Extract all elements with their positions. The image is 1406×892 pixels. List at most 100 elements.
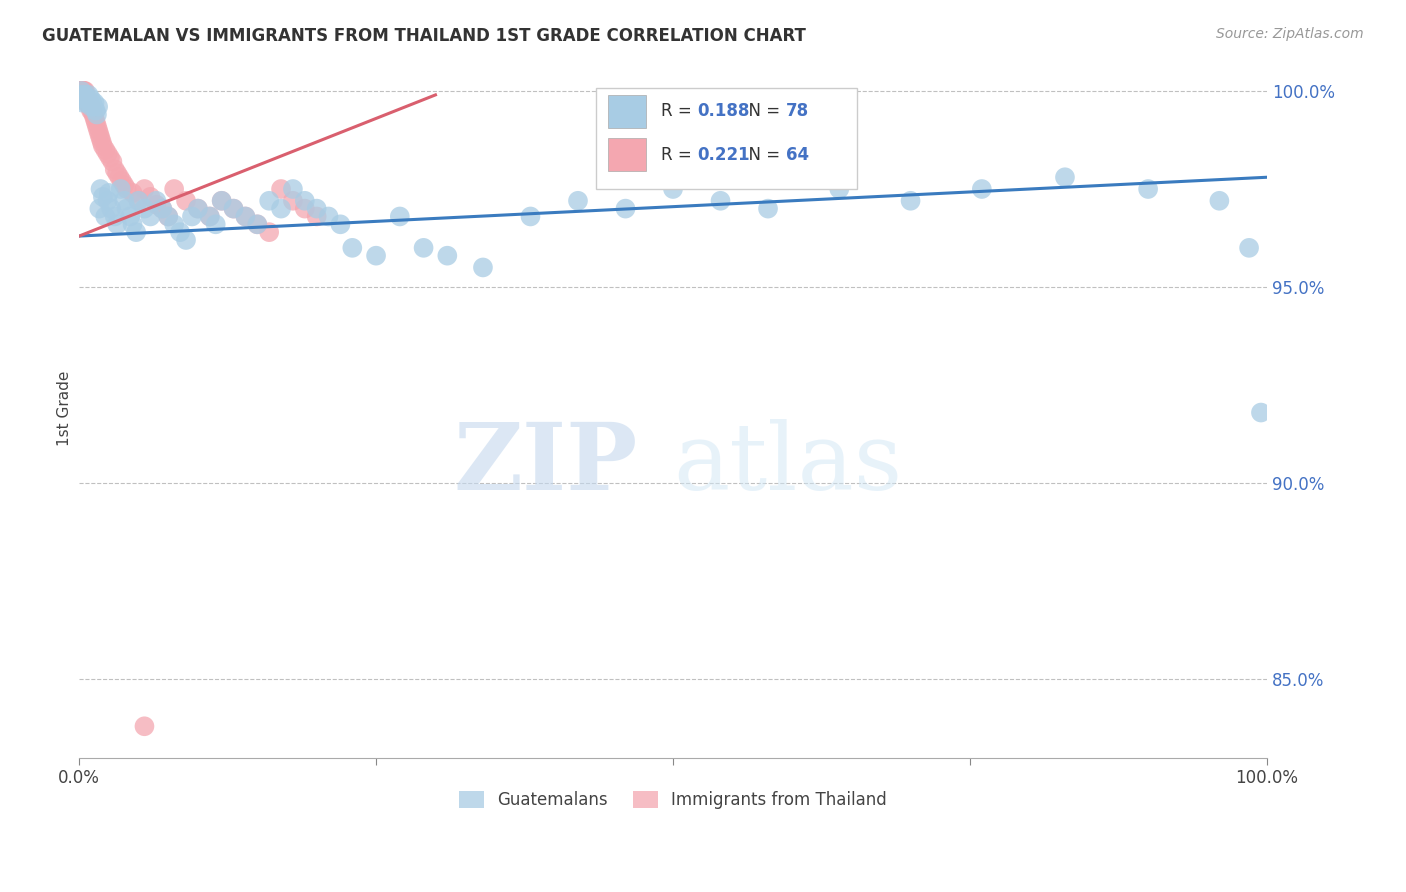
Point xyxy=(115,202,138,216)
Point xyxy=(222,202,245,216)
Point xyxy=(97,194,120,208)
Point xyxy=(329,217,352,231)
Point xyxy=(134,182,156,196)
Point xyxy=(174,233,197,247)
Point xyxy=(76,92,98,106)
Point xyxy=(94,143,117,157)
Point xyxy=(318,210,340,224)
Point xyxy=(187,202,209,216)
Point xyxy=(80,92,103,106)
Point xyxy=(204,217,226,231)
Point xyxy=(169,225,191,239)
Point xyxy=(89,202,111,216)
Point xyxy=(709,194,731,208)
Point xyxy=(82,95,104,110)
Point xyxy=(145,197,167,211)
Point xyxy=(567,194,589,208)
Point xyxy=(111,174,134,188)
Point xyxy=(305,210,328,224)
Point xyxy=(120,210,142,224)
Point xyxy=(246,217,269,231)
Point xyxy=(75,87,97,102)
Point xyxy=(73,84,96,98)
Point xyxy=(235,210,257,224)
Point xyxy=(364,249,387,263)
FancyBboxPatch shape xyxy=(607,95,645,128)
Point xyxy=(235,210,257,224)
Point xyxy=(86,120,108,134)
Point xyxy=(128,194,150,208)
Text: 64: 64 xyxy=(786,145,808,163)
Point xyxy=(128,194,150,208)
Text: atlas: atlas xyxy=(673,419,903,509)
Point xyxy=(134,202,156,216)
Text: GUATEMALAN VS IMMIGRANTS FROM THAILAND 1ST GRADE CORRELATION CHART: GUATEMALAN VS IMMIGRANTS FROM THAILAND 1… xyxy=(42,27,806,45)
Point xyxy=(134,719,156,733)
Point xyxy=(1237,241,1260,255)
Point xyxy=(1137,182,1160,196)
Point xyxy=(75,95,97,110)
Point xyxy=(70,84,93,98)
Point xyxy=(198,210,221,224)
Point xyxy=(121,186,143,200)
Point xyxy=(76,95,98,110)
Point xyxy=(89,131,111,145)
Point xyxy=(77,87,100,102)
Point xyxy=(69,87,91,102)
Point xyxy=(305,202,328,216)
Point xyxy=(294,202,316,216)
Text: 0.188: 0.188 xyxy=(697,103,749,120)
Point xyxy=(80,100,103,114)
Point xyxy=(112,178,135,193)
Point xyxy=(270,182,292,196)
Point xyxy=(84,115,107,129)
Point xyxy=(157,210,180,224)
Text: ZIP: ZIP xyxy=(453,419,637,509)
Point xyxy=(110,182,132,196)
Point xyxy=(756,202,779,216)
Point xyxy=(82,103,104,118)
Point xyxy=(163,217,186,231)
Point xyxy=(108,170,131,185)
Point xyxy=(150,202,173,216)
Point xyxy=(77,95,100,110)
FancyBboxPatch shape xyxy=(607,137,645,171)
Text: R =: R = xyxy=(661,145,697,163)
Point xyxy=(157,210,180,224)
FancyBboxPatch shape xyxy=(596,87,858,189)
Point xyxy=(270,202,292,216)
Point xyxy=(72,84,94,98)
Text: 0.221: 0.221 xyxy=(697,145,749,163)
Point xyxy=(139,210,162,224)
Point xyxy=(174,194,197,208)
Point xyxy=(83,112,105,126)
Point xyxy=(70,84,93,98)
Point xyxy=(662,182,685,196)
Point xyxy=(84,103,107,118)
Point xyxy=(69,84,91,98)
Point xyxy=(87,123,110,137)
Point xyxy=(150,202,173,216)
Point xyxy=(75,92,97,106)
Point xyxy=(70,84,93,98)
Text: 78: 78 xyxy=(786,103,808,120)
Point xyxy=(900,194,922,208)
Point xyxy=(257,194,280,208)
Point xyxy=(91,139,114,153)
Point xyxy=(87,100,110,114)
Point xyxy=(73,92,96,106)
Point xyxy=(76,92,98,106)
Point xyxy=(70,84,93,98)
Text: R =: R = xyxy=(661,103,697,120)
Text: N =: N = xyxy=(738,103,786,120)
Point xyxy=(97,186,120,200)
Point xyxy=(77,95,100,110)
Point xyxy=(101,154,124,169)
Point xyxy=(104,162,127,177)
Legend: Guatemalans, Immigrants from Thailand: Guatemalans, Immigrants from Thailand xyxy=(453,784,894,815)
Point xyxy=(105,166,128,180)
Point xyxy=(72,95,94,110)
Point xyxy=(90,135,112,149)
Point xyxy=(91,190,114,204)
Point xyxy=(436,249,458,263)
